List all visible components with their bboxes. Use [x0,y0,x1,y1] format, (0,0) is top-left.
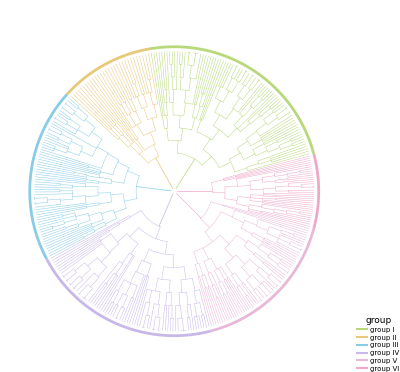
Legend: group I, group II, group III, group IV, group V, group VI: group I, group II, group III, group IV, … [356,315,400,372]
